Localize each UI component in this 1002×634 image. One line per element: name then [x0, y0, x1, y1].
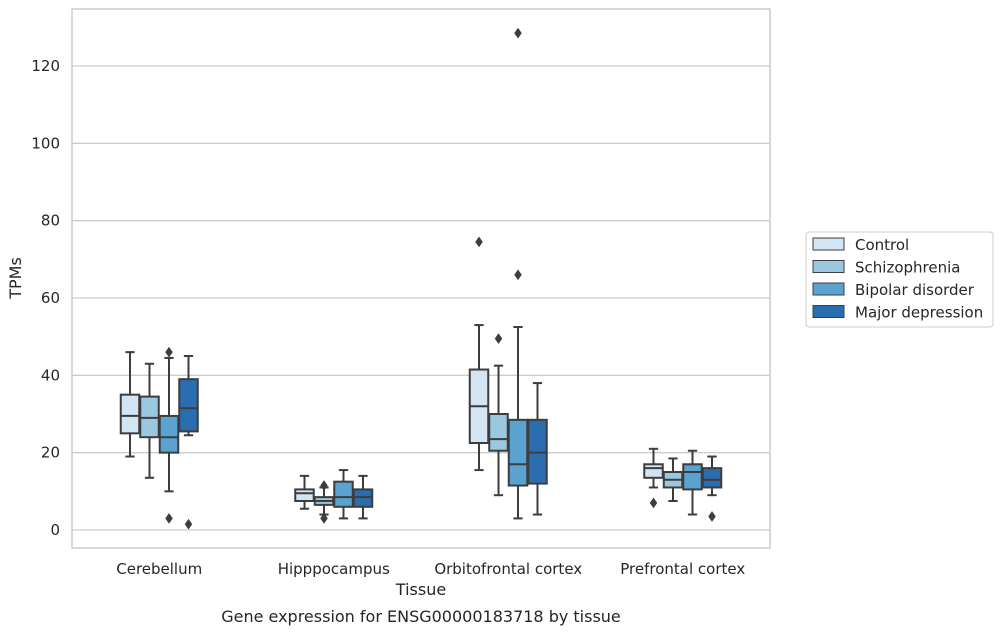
outlier-point: [708, 511, 716, 522]
x-axis-label: Tissue: [395, 580, 446, 599]
box-schizophrenia: [662, 457, 684, 502]
grid-lines: [72, 65, 770, 531]
box-schizophrenia: [488, 333, 509, 497]
outlier-point: [514, 27, 522, 39]
outlier-point: [494, 333, 503, 345]
y-tick-label: 0: [50, 521, 60, 539]
legend-item: Bipolar disorder: [812, 281, 975, 299]
box-schizophrenia: [139, 362, 160, 479]
x-tick-label: Orbitofrontal cortex: [434, 560, 582, 578]
legend-label: Major depression: [855, 304, 983, 322]
legend-swatch: [812, 282, 845, 296]
y-tick-label: 100: [31, 134, 60, 152]
box-major-depression: [352, 474, 374, 520]
legend-item: Control: [812, 236, 909, 254]
x-tick-labels: Cerebellum Hipppocampus Orbitofrontal cort…: [116, 560, 745, 578]
box-iqr: [294, 488, 315, 502]
box-bipolar-disorder: [158, 346, 180, 524]
y-tick-label: 40: [41, 366, 60, 384]
legend-swatch: [812, 237, 845, 251]
outlier-point: [165, 346, 173, 358]
legend-frame: [805, 231, 994, 328]
legend-label: Schizophrenia: [855, 259, 960, 277]
outlier-point: [514, 269, 522, 281]
legend-label: Control: [855, 236, 909, 254]
legend-item: Schizophrenia: [812, 259, 960, 277]
box-bipolar-disorder: [682, 449, 703, 516]
box-iqr: [701, 467, 723, 489]
y-tick-label: 80: [41, 212, 60, 230]
outlier-point: [320, 512, 328, 524]
box-iqr: [178, 378, 199, 433]
box-iqr: [643, 463, 664, 479]
box-iqr: [333, 480, 354, 508]
x-tick-label: Hipppocampus: [278, 560, 390, 578]
box-iqr: [488, 413, 509, 452]
box-iqr: [507, 418, 529, 487]
y-tick-label: 120: [31, 57, 60, 75]
legend-label: Bipolar disorder: [855, 281, 975, 299]
box-major-depression: [527, 382, 548, 516]
box-major-depression: [178, 355, 199, 530]
plot-frame: [71, 8, 771, 549]
box-iqr: [682, 463, 703, 491]
box-control: [119, 351, 141, 458]
legend-item: Major depression: [812, 304, 983, 322]
box-schizophrenia: [313, 480, 335, 524]
outlier-point: [320, 480, 328, 491]
y-tick-label: 20: [41, 444, 60, 462]
box-control: [294, 474, 315, 510]
x-tick-label: Prefrontal cortex: [620, 560, 745, 578]
x-tick-label: Cerebellum: [116, 560, 202, 578]
outlier-point: [165, 512, 173, 524]
outlier-point: [649, 497, 658, 509]
plot-area: [119, 27, 723, 530]
box-control: [468, 236, 490, 472]
y-tick-label: 60: [41, 289, 60, 307]
chart-title: Gene expression for ENSG00000183718 by t…: [221, 607, 621, 626]
box-iqr: [158, 414, 180, 454]
y-tick-labels: 0 20 40 60 80 100 120: [31, 57, 60, 539]
y-axis-label: TPMs: [6, 257, 25, 300]
outlier-point: [184, 518, 193, 530]
box-bipolar-disorder: [333, 469, 354, 520]
legend: Control Schizophrenia Bipolar disorder Majo…: [805, 231, 994, 328]
box-iqr: [119, 393, 141, 435]
box-control: [643, 447, 664, 509]
outlier-point: [475, 236, 483, 248]
legend-swatch: [812, 260, 845, 273]
box-bipolar-disorder: [507, 27, 529, 520]
box-major-depression: [701, 455, 723, 522]
axes-frame: [71, 8, 771, 549]
legend-swatch: [812, 305, 845, 318]
